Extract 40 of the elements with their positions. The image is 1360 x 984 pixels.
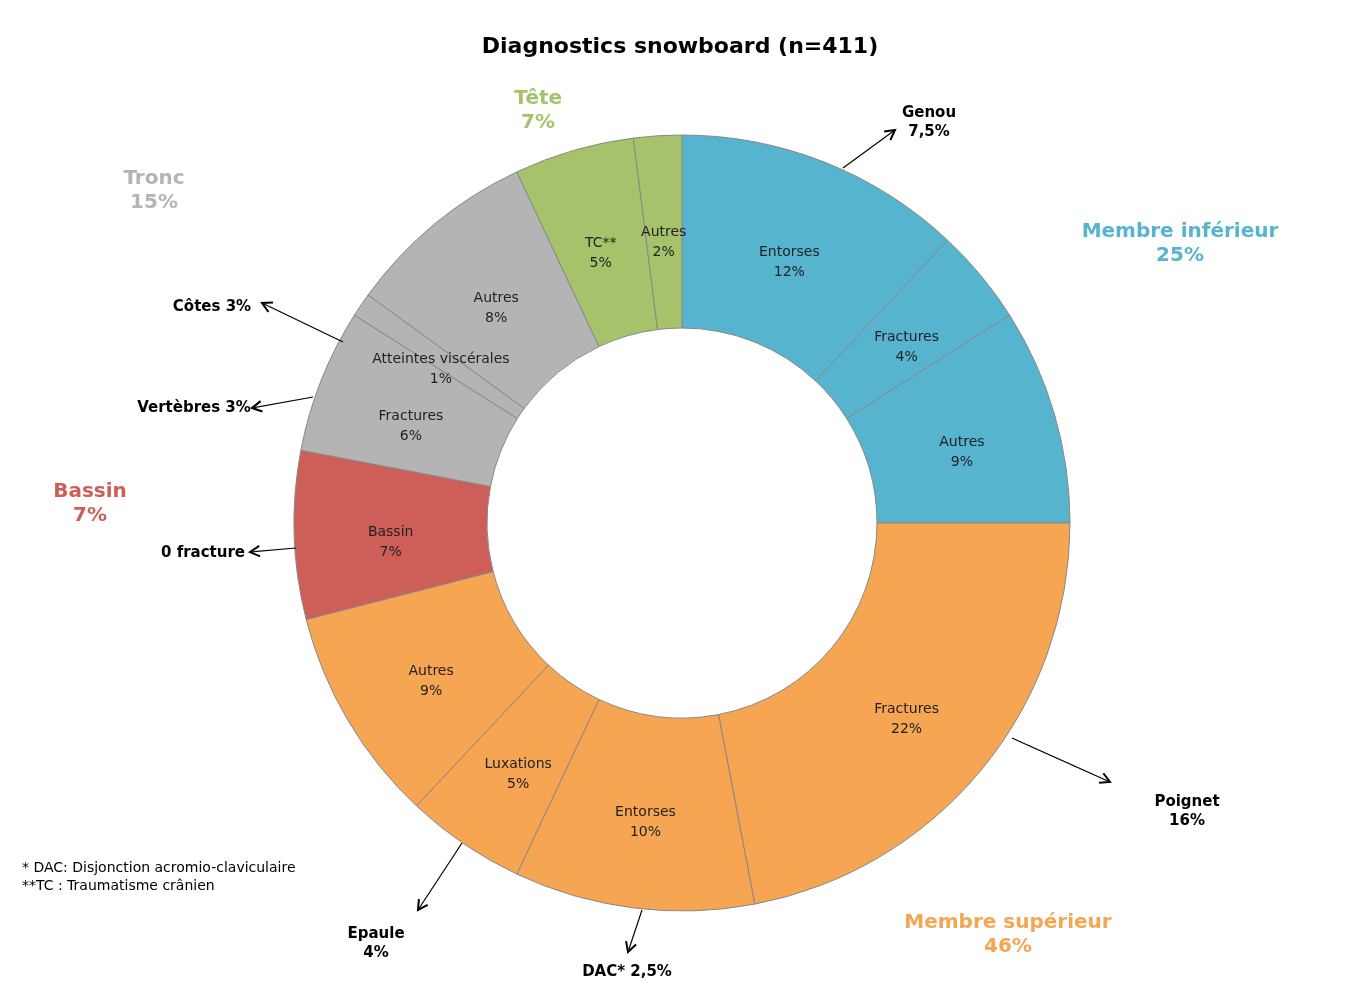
data-label: 2% — [652, 243, 675, 260]
text: Poignet 16% — [1154, 792, 1220, 829]
text: * DAC: Disjonction acromio-claviculaire — [22, 859, 296, 875]
data-label: 4% — [895, 348, 918, 365]
text: Membre supérieur 46% — [904, 909, 1112, 957]
slice-label: Fractures — [378, 406, 444, 423]
text: **TC : Traumatisme crânien — [22, 877, 215, 893]
slice-label: Autres — [473, 289, 519, 306]
text: DAC* 2,5% — [582, 962, 672, 980]
text: Tronc 15% — [123, 165, 185, 213]
text: Vertèbres 3% — [137, 398, 251, 416]
text: Tête 7% — [513, 85, 563, 133]
text: Genou 7,5% — [901, 103, 957, 140]
slice-label: Entorses — [758, 242, 820, 259]
slice-label: Luxations — [484, 755, 552, 772]
data-label: 9% — [419, 682, 443, 699]
text: Côtes 3% — [172, 297, 252, 315]
data-label: 1% — [429, 370, 453, 387]
slice-label: Autres — [939, 432, 985, 449]
slice-label: Atteintes viscérales — [372, 350, 510, 367]
slice-label: Bassin — [367, 523, 414, 540]
data-label: 12% — [773, 262, 805, 279]
data-label: 10% — [629, 823, 662, 840]
text: 0 fracture — [160, 543, 246, 561]
text: Epaule 4% — [347, 924, 405, 961]
slice-label: Autres — [408, 662, 454, 679]
data-label: 6% — [399, 426, 423, 443]
data-label: 22% — [891, 719, 923, 736]
slice-label: Fractures — [874, 328, 939, 345]
slice-label: Fractures — [874, 699, 939, 716]
data-label: 5% — [507, 775, 530, 792]
data-label: 5% — [589, 254, 612, 271]
data-label: 9% — [950, 452, 974, 469]
data-label: 7% — [379, 543, 402, 560]
chart-title: Diagnostics snowboard (n=411) — [481, 33, 879, 58]
data-label: 8% — [485, 309, 508, 326]
text: Bassin 7% — [53, 478, 127, 526]
slice-label: TC** — [583, 234, 617, 251]
slice-label: Entorses — [615, 803, 676, 820]
text: Membre inférieur 25% — [1081, 218, 1279, 266]
